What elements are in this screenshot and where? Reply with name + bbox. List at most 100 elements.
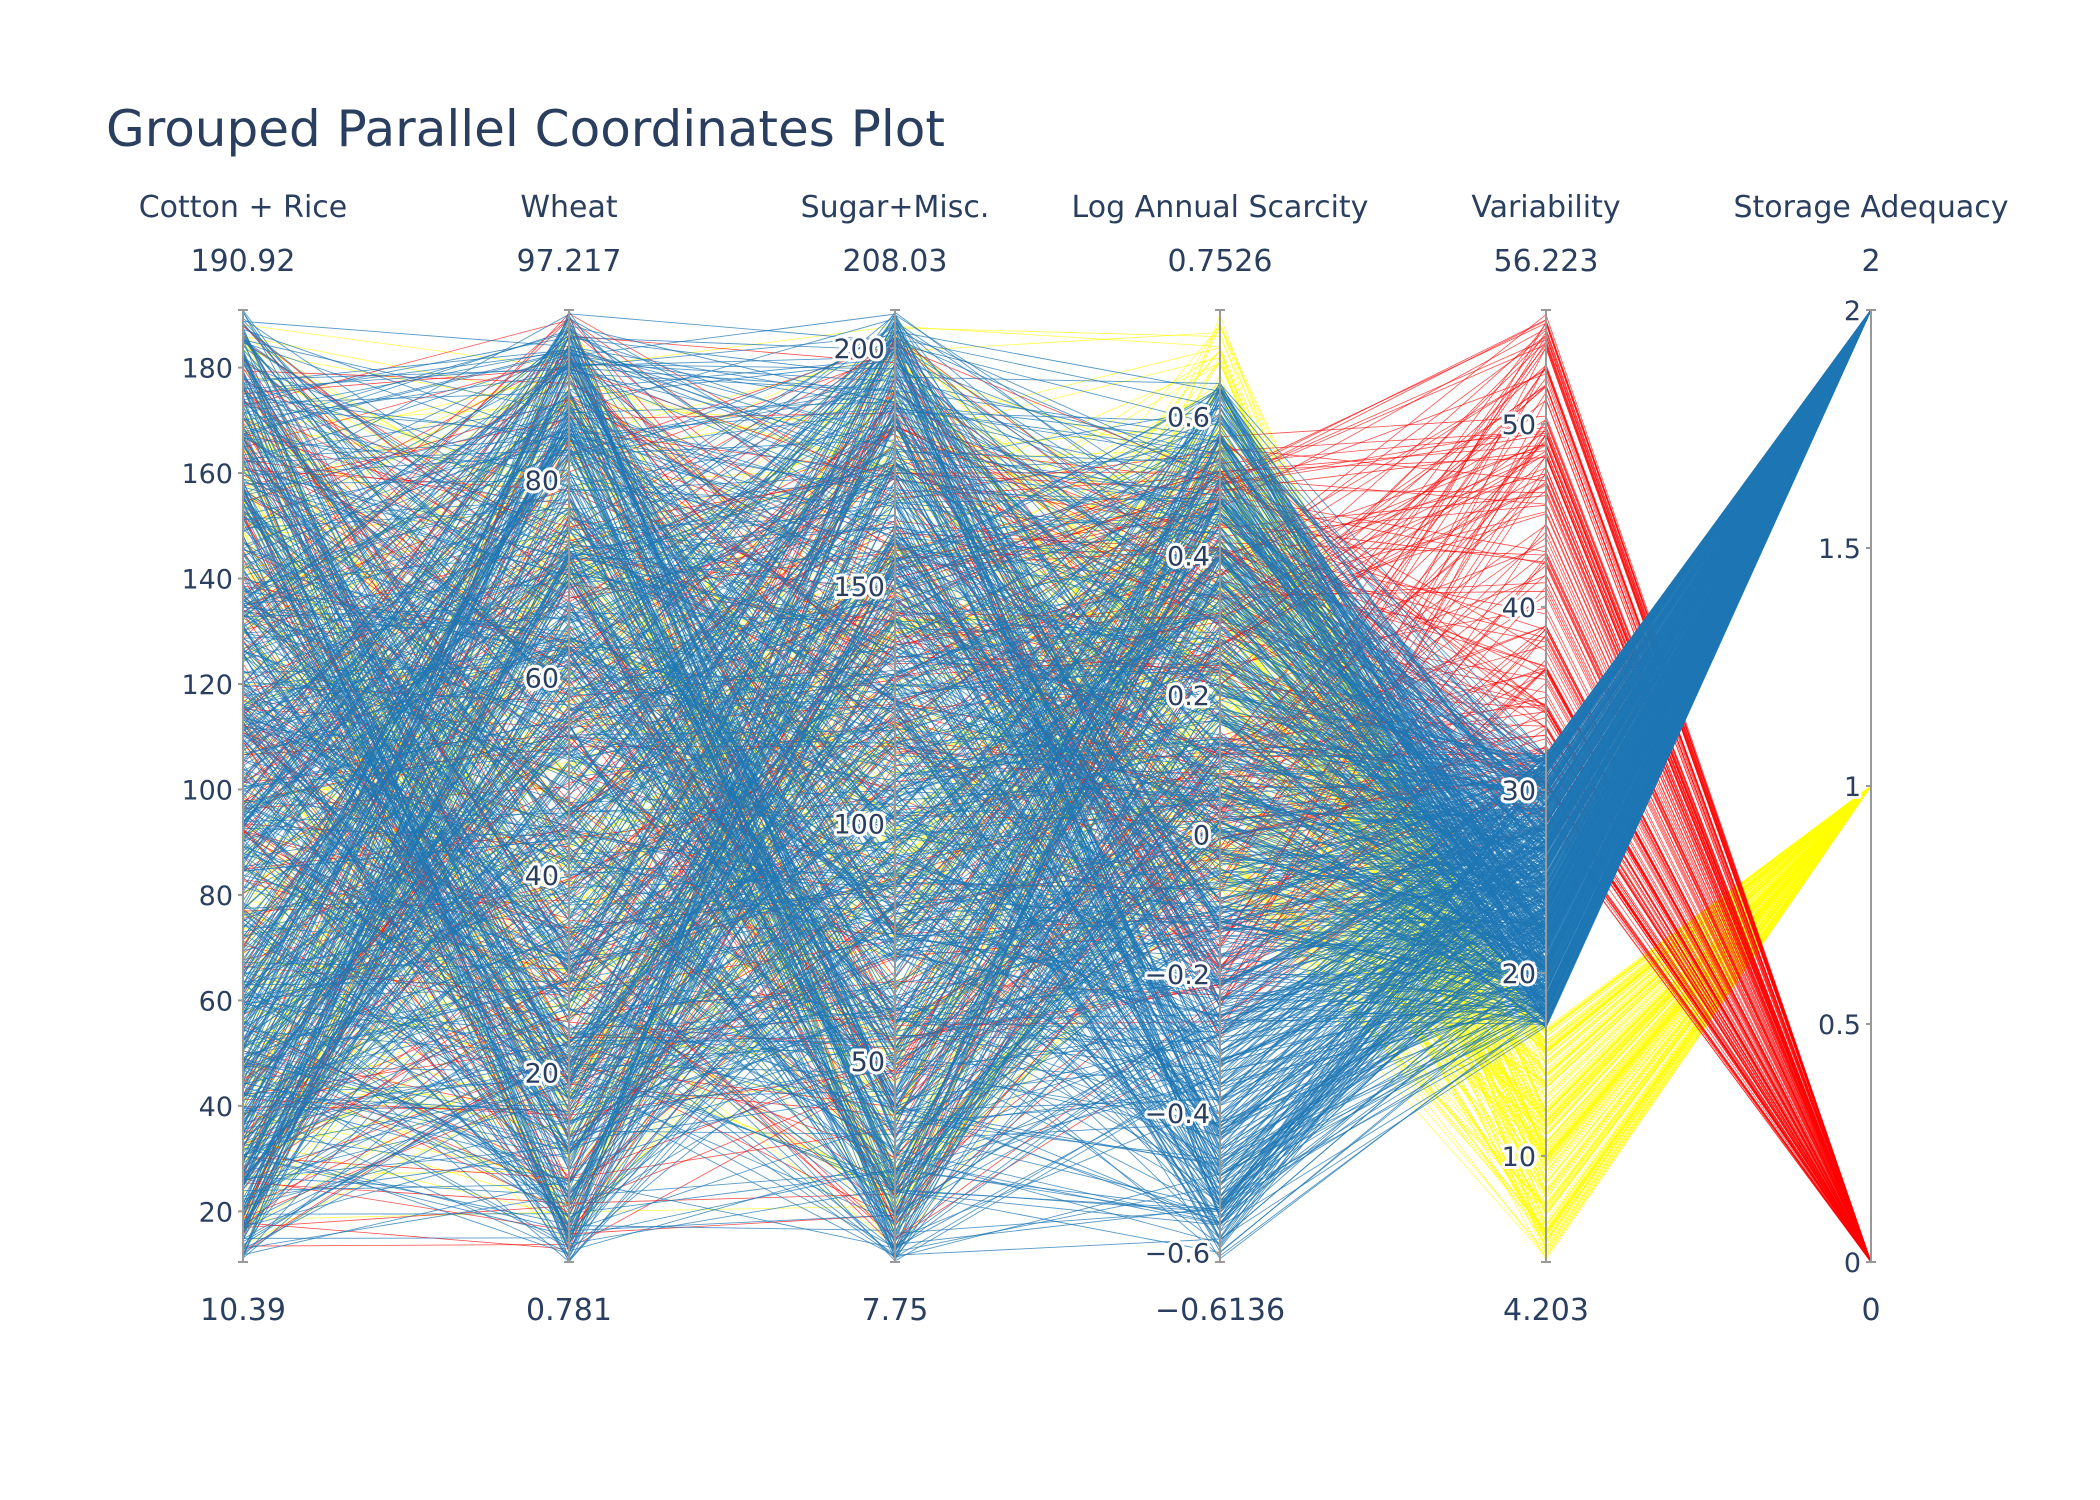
data-line	[242, 309, 1872, 1002]
axis-max-label: 56.223	[1494, 244, 1599, 279]
axis-max-label: 97.217	[517, 244, 622, 279]
data-line	[242, 309, 1872, 1088]
axis-title[interactable]: Wheat	[520, 190, 618, 225]
axis-variability: 10 20 30 40 50 Variability 56.223 4.203	[1471, 190, 1620, 1328]
data-line	[242, 309, 1872, 880]
data-line	[242, 309, 1872, 1198]
axis-title[interactable]: Sugar+Misc.	[801, 190, 990, 225]
axis-min-label: 0.781	[526, 1293, 612, 1328]
axis-title[interactable]: Log Annual Scarcity	[1072, 190, 1369, 225]
data-line	[242, 424, 1872, 1263]
tick-label: 100	[833, 810, 885, 841]
data-line	[242, 336, 1872, 1155]
data-line	[242, 309, 1872, 882]
tick-label: 20	[199, 1197, 233, 1228]
data-line	[242, 309, 1872, 1124]
data-line	[242, 309, 1872, 1258]
data-line	[242, 309, 1872, 802]
axis-title[interactable]: Variability	[1471, 190, 1620, 225]
data-line	[242, 309, 1872, 1009]
data-line	[242, 380, 1872, 1245]
data-line	[242, 309, 1872, 1071]
data-line	[242, 309, 1872, 1069]
data-line	[242, 309, 1872, 1206]
data-line	[242, 309, 1872, 1250]
tick-label: 80	[199, 881, 233, 912]
axis-log-annual-scarcity: −0.6 −0.4 −0.2 0 0.2 0.4 0.6 Log Annual Scarcit…	[1072, 190, 1369, 1328]
data-line	[242, 309, 1872, 1001]
series-storage-2	[242, 309, 1872, 1263]
data-line	[242, 309, 1872, 827]
data-line	[242, 309, 1872, 1047]
data-line	[242, 309, 1872, 1190]
data-line	[242, 309, 1872, 832]
tick-label: 1	[1844, 772, 1861, 803]
data-line	[242, 309, 1872, 837]
axis-min-label: −0.6136	[1155, 1293, 1285, 1328]
tick-label: 120	[181, 670, 233, 701]
data-line	[242, 309, 1872, 986]
tick-label: 60	[525, 663, 559, 694]
data-line	[242, 309, 1872, 1140]
data-line	[242, 309, 1872, 1159]
axis-title[interactable]: Cotton + Rice	[139, 190, 348, 225]
data-line	[242, 309, 1872, 991]
data-line	[242, 309, 1872, 1025]
tick-label: 20	[1502, 959, 1536, 990]
tick-label: 150	[833, 572, 885, 603]
tick-label: 50	[851, 1047, 885, 1078]
data-line	[242, 309, 1872, 798]
data-line	[242, 309, 1872, 959]
tick-label: 2	[1844, 296, 1861, 327]
data-line	[242, 309, 1872, 1248]
data-line	[242, 309, 1872, 1066]
data-line	[242, 309, 1872, 864]
data-line	[242, 309, 1872, 910]
data-line	[242, 309, 1872, 1125]
data-line	[242, 309, 1872, 1202]
tick-label: 20	[525, 1058, 559, 1089]
data-line	[242, 336, 1872, 1205]
data-line	[242, 309, 1872, 794]
data-line	[242, 309, 1872, 1208]
data-line	[242, 309, 1872, 1188]
axis-title[interactable]: Storage Adequacy	[1733, 190, 2008, 225]
tick-label: −0.6	[1144, 1239, 1210, 1270]
data-line	[242, 309, 1872, 1055]
axis-max-label: 0.7526	[1168, 244, 1273, 279]
tick-label: 0.6	[1167, 402, 1210, 433]
data-line	[242, 309, 1872, 1213]
data-line	[242, 309, 1872, 1228]
tick-label: 1.5	[1818, 534, 1861, 565]
data-line	[242, 309, 1872, 1041]
data-line	[242, 309, 1872, 1070]
data-line	[242, 309, 1872, 896]
data-line	[242, 309, 1872, 1226]
axis-sugar-misc-: 50 100 150 200 Sugar+Misc. 208.03 7.75	[801, 190, 990, 1328]
data-line	[242, 309, 1872, 1246]
data-line	[242, 309, 1872, 1256]
data-line	[242, 309, 1872, 1136]
data-line	[242, 309, 1872, 1262]
axis-max-label: 2	[1861, 244, 1880, 279]
data-line	[242, 426, 1872, 1263]
axis-min-label: 7.75	[862, 1293, 929, 1328]
axis-min-label: 0	[1861, 1293, 1880, 1328]
data-line	[242, 324, 1872, 1101]
tick-label: 160	[181, 459, 233, 490]
tick-label: 180	[181, 354, 233, 385]
data-line	[242, 309, 1872, 1059]
data-line	[242, 309, 1872, 1245]
data-line	[242, 309, 1872, 1087]
data-line	[242, 309, 1872, 921]
data-line	[242, 309, 1872, 1038]
tick-label: 100	[181, 775, 233, 806]
data-line	[242, 309, 1872, 1243]
tick-label: 140	[181, 565, 233, 596]
axis-cotton-rice: 20 40 60 80 100 120 140 160 180 Cotton + Rice 190.…	[139, 190, 348, 1328]
data-line	[242, 309, 1872, 859]
data-line	[242, 309, 1872, 1202]
axis-max-label: 208.03	[843, 244, 948, 279]
data-line	[242, 309, 1872, 1253]
